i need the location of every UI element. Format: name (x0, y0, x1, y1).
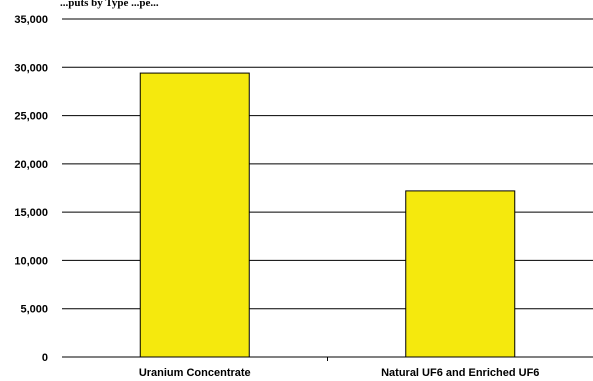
y-tick-label: 5,000 (20, 304, 48, 316)
chart-title: ...puts by Type ...pe... (60, 0, 159, 9)
x-category-label: Uranium Concentrate (139, 367, 251, 379)
y-tick-label: 35,000 (14, 14, 48, 26)
x-category-label: Natural UF6 and Enriched UF6 (381, 367, 539, 379)
y-tick-label: 30,000 (14, 62, 48, 74)
bar (405, 190, 516, 358)
y-axis-ticks: 0 5,000 10,000 15,000 20,000 25,000 30,000 35,0… (14, 14, 48, 364)
bar (139, 72, 250, 358)
y-tick-label: 10,000 (14, 255, 48, 267)
y-tick-label: 25,000 (14, 111, 48, 123)
x-axis-labels: Uranium Concentrate Natural UF6 and Enric… (139, 357, 539, 379)
y-tick-label: 20,000 (14, 159, 48, 171)
y-tick-label: 0 (42, 352, 48, 364)
y-tick-label: 15,000 (14, 207, 48, 219)
